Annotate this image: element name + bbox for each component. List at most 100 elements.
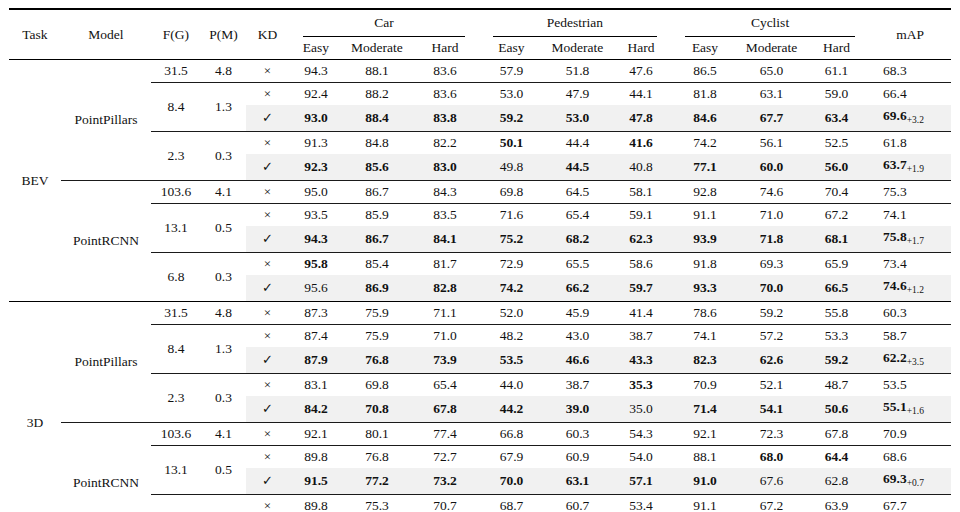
table-row: 6.80.3×95.885.481.772.965.558.691.869.36… [9,253,951,276]
cell-metric: 65.0 [739,60,804,83]
cell-metric: 70.0 [739,275,804,302]
cell-metric: 67.6 [739,468,804,495]
cell-map: 69.6+3.2 [869,105,951,132]
cell-metric: 75.9 [343,325,411,348]
cell-metric: 51.8 [544,60,611,83]
cell-metric: 53.0 [544,105,611,132]
table-row: 8.41.3×92.488.283.653.047.944.181.863.15… [9,83,951,106]
cell-metric: 70.0 [479,468,544,495]
cell-metric: 38.7 [611,325,671,348]
cell-metric: 54.0 [611,446,671,469]
cell-params: 0.3 [201,495,246,512]
cell-metric: 35.0 [611,396,671,423]
cell-metric: 57.2 [739,325,804,348]
cell-metric: 54.1 [739,396,804,423]
cell-metric: 87.3 [289,302,343,325]
cell-metric: 76.8 [343,347,411,374]
cell-metric: 72.3 [739,423,804,446]
col-header-flops: F(G) [151,9,201,60]
cell-metric: 92.3 [289,154,343,181]
cell-metric: 40.8 [611,154,671,181]
cell-map: 66.4 [869,83,951,106]
cell-metric: 61.1 [804,60,869,83]
cell-metric: 71.1 [411,302,479,325]
cell-metric: 69.3 [739,253,804,276]
cell-metric: 53.5 [479,347,544,374]
col-header-model: Model [61,9,151,60]
cell-metric: 35.3 [611,374,671,397]
map-value: 73.4 [883,256,907,271]
col-group-cyclist-label: Cyclist [685,10,855,37]
cell-metric: 85.9 [343,204,411,227]
cell-metric: 91.0 [671,468,739,495]
cell-metric: 77.4 [411,423,479,446]
cell-metric: 84.6 [671,105,739,132]
cell-params: 4.8 [201,302,246,325]
cell-metric: 44.2 [479,396,544,423]
cell-metric: 67.2 [804,204,869,227]
cell-kd-check-icon: ✓ [246,154,289,181]
cell-params: 0.5 [201,204,246,253]
cell-params: 4.1 [201,181,246,204]
cell-metric: 82.3 [671,347,739,374]
cell-model: PointRCNN [61,423,151,512]
cell-metric: 70.8 [343,396,411,423]
cell-metric: 62.3 [611,226,671,253]
cell-params: 1.3 [201,83,246,132]
cell-metric: 69.8 [343,374,411,397]
cell-metric: 84.3 [411,181,479,204]
map-value: 53.5 [883,377,907,392]
cell-kd-cross-icon: × [246,302,289,325]
col-group-pedestrian-label: Pedestrian [493,10,657,37]
cell-model: PointPillars [61,60,151,181]
cell-metric: 68.0 [739,446,804,469]
cell-metric: 82.8 [411,275,479,302]
map-value: 75.8 [883,229,907,244]
map-value: 69.3 [883,471,907,486]
table-row: PointRCNN103.64.1×92.180.177.466.860.354… [9,423,951,446]
cell-kd-check-icon: ✓ [246,347,289,374]
cell-params: 0.3 [201,132,246,181]
cell-metric: 87.4 [289,325,343,348]
cell-metric: 91.8 [671,253,739,276]
table-row: PointRCNN103.64.1×95.086.784.369.864.558… [9,181,951,204]
cell-metric: 47.8 [611,105,671,132]
map-value: 69.6 [883,108,907,123]
cell-metric: 59.2 [804,347,869,374]
cell-metric: 46.6 [544,347,611,374]
cell-metric: 43.3 [611,347,671,374]
cell-map: 70.9 [869,423,951,446]
cell-metric: 47.9 [544,83,611,106]
cell-metric: 88.1 [671,446,739,469]
subheader-pedestrian-easy: Easy [479,37,544,60]
cell-flops: 31.5 [151,302,201,325]
cell-metric: 86.5 [671,60,739,83]
cell-metric: 92.8 [671,181,739,204]
cell-metric: 58.1 [611,181,671,204]
subheader-pedestrian-moderate: Moderate [544,37,611,60]
cell-metric: 44.5 [544,154,611,181]
cell-metric: 85.6 [343,154,411,181]
cell-metric: 89.8 [289,446,343,469]
cell-metric: 60.0 [739,154,804,181]
cell-metric: 92.1 [289,423,343,446]
cell-metric: 62.6 [739,347,804,374]
cell-metric: 77.1 [671,154,739,181]
cell-metric: 95.0 [289,181,343,204]
cell-metric: 89.8 [289,495,343,512]
cell-metric: 73.2 [411,468,479,495]
cell-map: 75.3 [869,181,951,204]
cell-flops: 8.4 [151,325,201,374]
map-value: 68.3 [883,63,907,78]
cell-flops: 103.6 [151,181,201,204]
cell-metric: 38.7 [544,374,611,397]
cell-params: 0.5 [201,446,246,495]
cell-metric: 72.9 [479,253,544,276]
cell-flops: 13.1 [151,204,201,253]
col-group-cyclist: Cyclist [671,9,869,37]
cell-flops: 2.3 [151,374,201,423]
cell-metric: 81.8 [671,83,739,106]
cell-metric: 56.0 [804,154,869,181]
cell-metric: 66.5 [804,275,869,302]
cell-metric: 68.1 [804,226,869,253]
